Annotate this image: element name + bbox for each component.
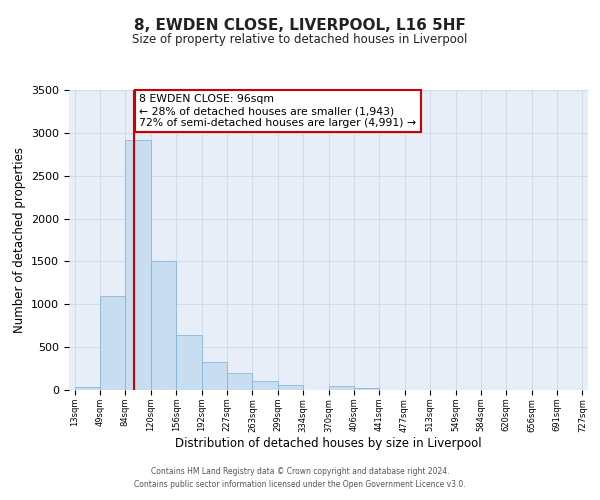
Y-axis label: Number of detached properties: Number of detached properties xyxy=(13,147,26,333)
Bar xyxy=(151,262,176,390)
Text: Size of property relative to detached houses in Liverpool: Size of property relative to detached ho… xyxy=(133,32,467,46)
Bar xyxy=(202,362,227,390)
Bar xyxy=(74,386,100,390)
Bar xyxy=(100,296,125,390)
Bar xyxy=(329,386,354,390)
Text: Contains HM Land Registry data © Crown copyright and database right 2024.: Contains HM Land Registry data © Crown c… xyxy=(151,467,449,476)
Bar xyxy=(253,382,278,390)
Bar xyxy=(125,140,151,390)
Text: 8 EWDEN CLOSE: 96sqm
← 28% of detached houses are smaller (1,943)
72% of semi-de: 8 EWDEN CLOSE: 96sqm ← 28% of detached h… xyxy=(139,94,416,128)
Bar xyxy=(227,374,253,390)
Bar xyxy=(278,386,303,390)
Text: 8, EWDEN CLOSE, LIVERPOOL, L16 5HF: 8, EWDEN CLOSE, LIVERPOOL, L16 5HF xyxy=(134,18,466,32)
Text: Contains public sector information licensed under the Open Government Licence v3: Contains public sector information licen… xyxy=(134,480,466,489)
Bar xyxy=(176,335,202,390)
X-axis label: Distribution of detached houses by size in Liverpool: Distribution of detached houses by size … xyxy=(175,437,482,450)
Bar xyxy=(354,388,379,390)
